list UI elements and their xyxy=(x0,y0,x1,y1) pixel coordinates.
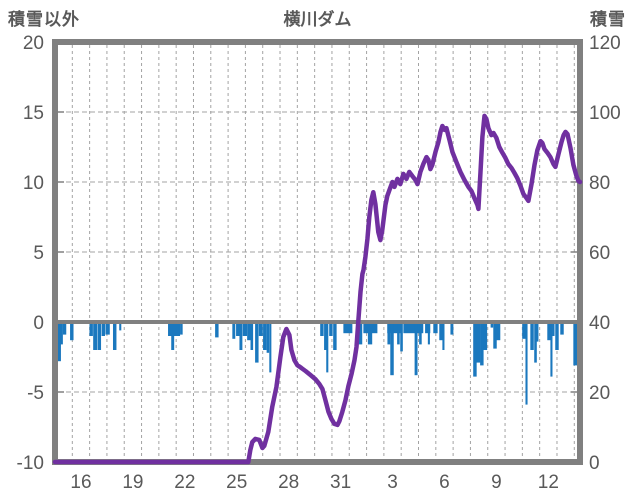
right-axis-tick-label: 60 xyxy=(589,243,610,264)
bar xyxy=(105,322,110,335)
left-axis-tick-label: 20 xyxy=(23,33,44,54)
bar xyxy=(400,322,403,352)
bar xyxy=(493,322,497,349)
bar xyxy=(534,322,537,363)
bar xyxy=(573,322,578,366)
bar xyxy=(320,322,324,336)
bar xyxy=(483,322,488,350)
bar xyxy=(442,322,445,350)
bar xyxy=(62,322,67,335)
bar xyxy=(171,322,175,350)
bar xyxy=(266,322,270,353)
bar xyxy=(480,322,484,366)
left-axis-tick-label: 0 xyxy=(33,313,44,334)
bar xyxy=(70,322,74,341)
bar xyxy=(168,322,172,336)
bar xyxy=(247,322,251,341)
bar xyxy=(232,322,236,339)
left-axis-tick-label: 5 xyxy=(33,243,44,264)
bar xyxy=(258,322,263,336)
snow-depth-line xyxy=(52,113,583,465)
bar xyxy=(215,322,219,338)
bar xyxy=(93,322,98,350)
bar xyxy=(329,322,333,336)
bar xyxy=(490,322,494,328)
x-axis-tick-label: 25 xyxy=(226,472,247,493)
bar xyxy=(239,322,243,350)
right-axis-title: 積雪 xyxy=(590,10,626,29)
x-axis-tick-label: 28 xyxy=(278,472,299,493)
bar xyxy=(495,322,501,341)
bar xyxy=(343,322,353,334)
right-axis-tick-label: 100 xyxy=(589,103,621,124)
bar xyxy=(58,322,62,335)
bar xyxy=(419,322,422,345)
plot-frame xyxy=(52,39,583,465)
bar xyxy=(263,322,267,350)
chart-title: 横川ダム xyxy=(283,10,352,29)
bar xyxy=(269,322,272,373)
bar xyxy=(414,322,418,376)
x-axis-tick-label: 19 xyxy=(122,472,143,493)
right-axis-tick-label: 20 xyxy=(589,383,610,404)
left-axis-tick-label: -5 xyxy=(27,383,44,404)
right-axis-tick-label: 80 xyxy=(589,173,610,194)
bar xyxy=(112,322,117,350)
bar xyxy=(174,322,181,336)
bar xyxy=(101,322,106,336)
bar xyxy=(180,322,183,335)
bar xyxy=(326,322,329,373)
bar xyxy=(433,322,438,334)
x-axis-tick-label: 16 xyxy=(70,472,91,493)
x-axis-tick-label: 6 xyxy=(439,472,450,493)
left-axis-title: 積雪以外 xyxy=(8,10,80,29)
bar xyxy=(522,322,526,339)
bar xyxy=(425,322,431,334)
bar xyxy=(555,322,559,350)
bar xyxy=(333,322,337,350)
bar xyxy=(60,322,63,345)
left-axis-tick-label: -10 xyxy=(17,453,44,474)
bar xyxy=(476,322,481,363)
bar xyxy=(242,322,248,336)
bar xyxy=(255,322,259,363)
bar xyxy=(119,322,122,331)
left-axis-tick-label: 10 xyxy=(23,173,44,194)
bar xyxy=(536,322,539,342)
bar xyxy=(427,322,430,345)
x-axis-tick-label: 22 xyxy=(174,472,195,493)
bar xyxy=(236,322,240,336)
bar xyxy=(387,322,403,334)
bar xyxy=(552,322,555,336)
bar xyxy=(530,322,534,350)
bar xyxy=(367,322,373,345)
x-axis-tick-label: 31 xyxy=(330,472,351,493)
bar xyxy=(525,322,528,405)
bar xyxy=(403,322,424,334)
right-axis-tick-label: 0 xyxy=(589,453,600,474)
bar xyxy=(89,322,93,336)
bar xyxy=(473,322,477,377)
bar xyxy=(550,322,553,377)
bar xyxy=(387,322,391,345)
bar xyxy=(324,322,327,350)
bar xyxy=(439,322,445,341)
bar xyxy=(250,322,254,350)
left-axis-tick-label: 15 xyxy=(23,103,44,124)
right-axis-tick-label: 120 xyxy=(589,33,621,54)
bar xyxy=(397,322,400,345)
x-axis-tick-label: 9 xyxy=(491,472,502,493)
bar xyxy=(97,322,102,350)
bar xyxy=(547,322,551,341)
x-axis-tick-label: 3 xyxy=(387,472,398,493)
bar xyxy=(358,322,363,345)
x-axis-tick-label: 12 xyxy=(538,472,559,493)
bar xyxy=(390,322,394,376)
bar xyxy=(560,322,564,335)
right-axis-tick-label: 40 xyxy=(589,313,610,334)
bar xyxy=(58,322,61,362)
bar xyxy=(450,322,454,335)
